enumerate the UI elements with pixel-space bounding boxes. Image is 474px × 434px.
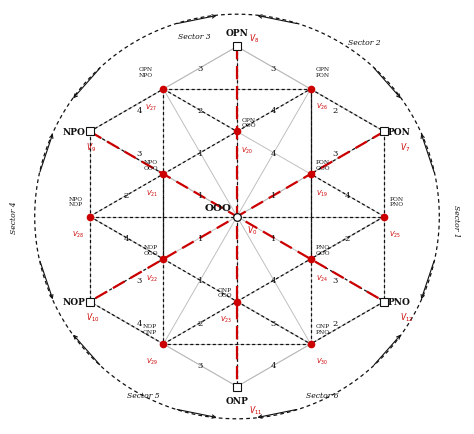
Text: NOP
ONP: NOP ONP — [143, 323, 156, 334]
Text: 3: 3 — [332, 149, 337, 158]
Text: 2: 2 — [345, 234, 350, 242]
Text: 1: 1 — [198, 276, 203, 285]
Text: $V_{10}$: $V_{10}$ — [85, 311, 99, 323]
Text: Sector 1: Sector 1 — [452, 205, 460, 237]
Text: $V_{29}$: $V_{29}$ — [146, 356, 158, 366]
Text: 1: 1 — [198, 234, 203, 242]
Text: 4: 4 — [271, 276, 276, 285]
Text: 3: 3 — [137, 276, 142, 285]
Text: ONP
PNO: ONP PNO — [316, 323, 330, 334]
Text: Sector 2: Sector 2 — [348, 39, 381, 47]
Text: 2: 2 — [198, 107, 203, 115]
Text: NPO
NOP: NPO NOP — [69, 196, 83, 207]
Text: 1: 1 — [271, 192, 276, 200]
Text: 4: 4 — [137, 107, 142, 115]
Text: 3: 3 — [271, 319, 276, 327]
Text: OOO: OOO — [205, 204, 232, 213]
Text: 2: 2 — [332, 107, 337, 115]
Text: 3: 3 — [271, 65, 276, 72]
Text: NPO
OOO: NPO OOO — [144, 160, 158, 171]
Text: $V_{30}$: $V_{30}$ — [316, 356, 328, 366]
Text: 2: 2 — [124, 192, 129, 200]
Text: $V_{9}$: $V_{9}$ — [85, 141, 96, 154]
Text: OPN
PON: OPN PON — [316, 67, 330, 78]
Text: $V_0$: $V_0$ — [247, 224, 257, 236]
Text: $V_{28}$: $V_{28}$ — [73, 229, 85, 239]
Text: Sector 5: Sector 5 — [127, 391, 160, 399]
Text: PNO: PNO — [388, 297, 411, 306]
Text: 4: 4 — [124, 234, 129, 242]
Text: $V_{22}$: $V_{22}$ — [146, 273, 158, 283]
Text: 4: 4 — [271, 362, 276, 369]
Text: 2: 2 — [332, 319, 337, 327]
Text: Sector 3: Sector 3 — [178, 33, 211, 41]
Text: OPN: OPN — [226, 29, 248, 37]
Text: 3: 3 — [198, 362, 203, 369]
Text: 4: 4 — [271, 149, 276, 158]
Text: Sector 4: Sector 4 — [10, 201, 18, 233]
Text: $V_{20}$: $V_{20}$ — [241, 146, 253, 156]
Text: OPN
NPO: OPN NPO — [139, 67, 153, 78]
Text: NOP: NOP — [63, 297, 86, 306]
Text: $V_{23}$: $V_{23}$ — [220, 314, 232, 324]
Text: 1: 1 — [198, 149, 203, 158]
Text: $V_{8}$: $V_{8}$ — [249, 33, 259, 45]
Text: $V_{7}$: $V_{7}$ — [400, 141, 410, 154]
Text: ONP: ONP — [226, 397, 248, 405]
Text: 4: 4 — [137, 319, 142, 327]
Text: 3: 3 — [198, 65, 203, 72]
Text: $V_{11}$: $V_{11}$ — [249, 403, 263, 416]
Text: $V_{19}$: $V_{19}$ — [316, 188, 328, 198]
Text: NOP
OOO: NOP OOO — [144, 245, 158, 255]
Text: $V_{25}$: $V_{25}$ — [389, 229, 401, 239]
Text: $V_{24}$: $V_{24}$ — [316, 273, 328, 283]
Text: OPN
OOO: OPN OOO — [241, 117, 256, 128]
Text: $V_{26}$: $V_{26}$ — [316, 102, 328, 112]
Text: PNO
OOO: PNO OOO — [316, 245, 330, 255]
Text: $V_{21}$: $V_{21}$ — [146, 188, 158, 198]
Text: 4: 4 — [345, 192, 350, 200]
Text: PON: PON — [388, 128, 411, 137]
Text: NPO: NPO — [63, 128, 86, 137]
Text: Sector 6: Sector 6 — [306, 391, 338, 399]
Text: PON
PNO: PON PNO — [389, 196, 403, 207]
Text: PON
OOO: PON OOO — [316, 160, 330, 171]
Text: $V_{27}$: $V_{27}$ — [145, 102, 156, 113]
Text: 2: 2 — [198, 319, 203, 327]
Text: $V_{12}$: $V_{12}$ — [400, 311, 413, 323]
Text: 1: 1 — [271, 234, 276, 242]
Text: 3: 3 — [332, 276, 337, 285]
Text: 3: 3 — [137, 149, 142, 158]
Text: 4: 4 — [271, 107, 276, 115]
Text: 1: 1 — [198, 192, 203, 200]
Text: ONP
OOO: ONP OOO — [217, 287, 232, 298]
